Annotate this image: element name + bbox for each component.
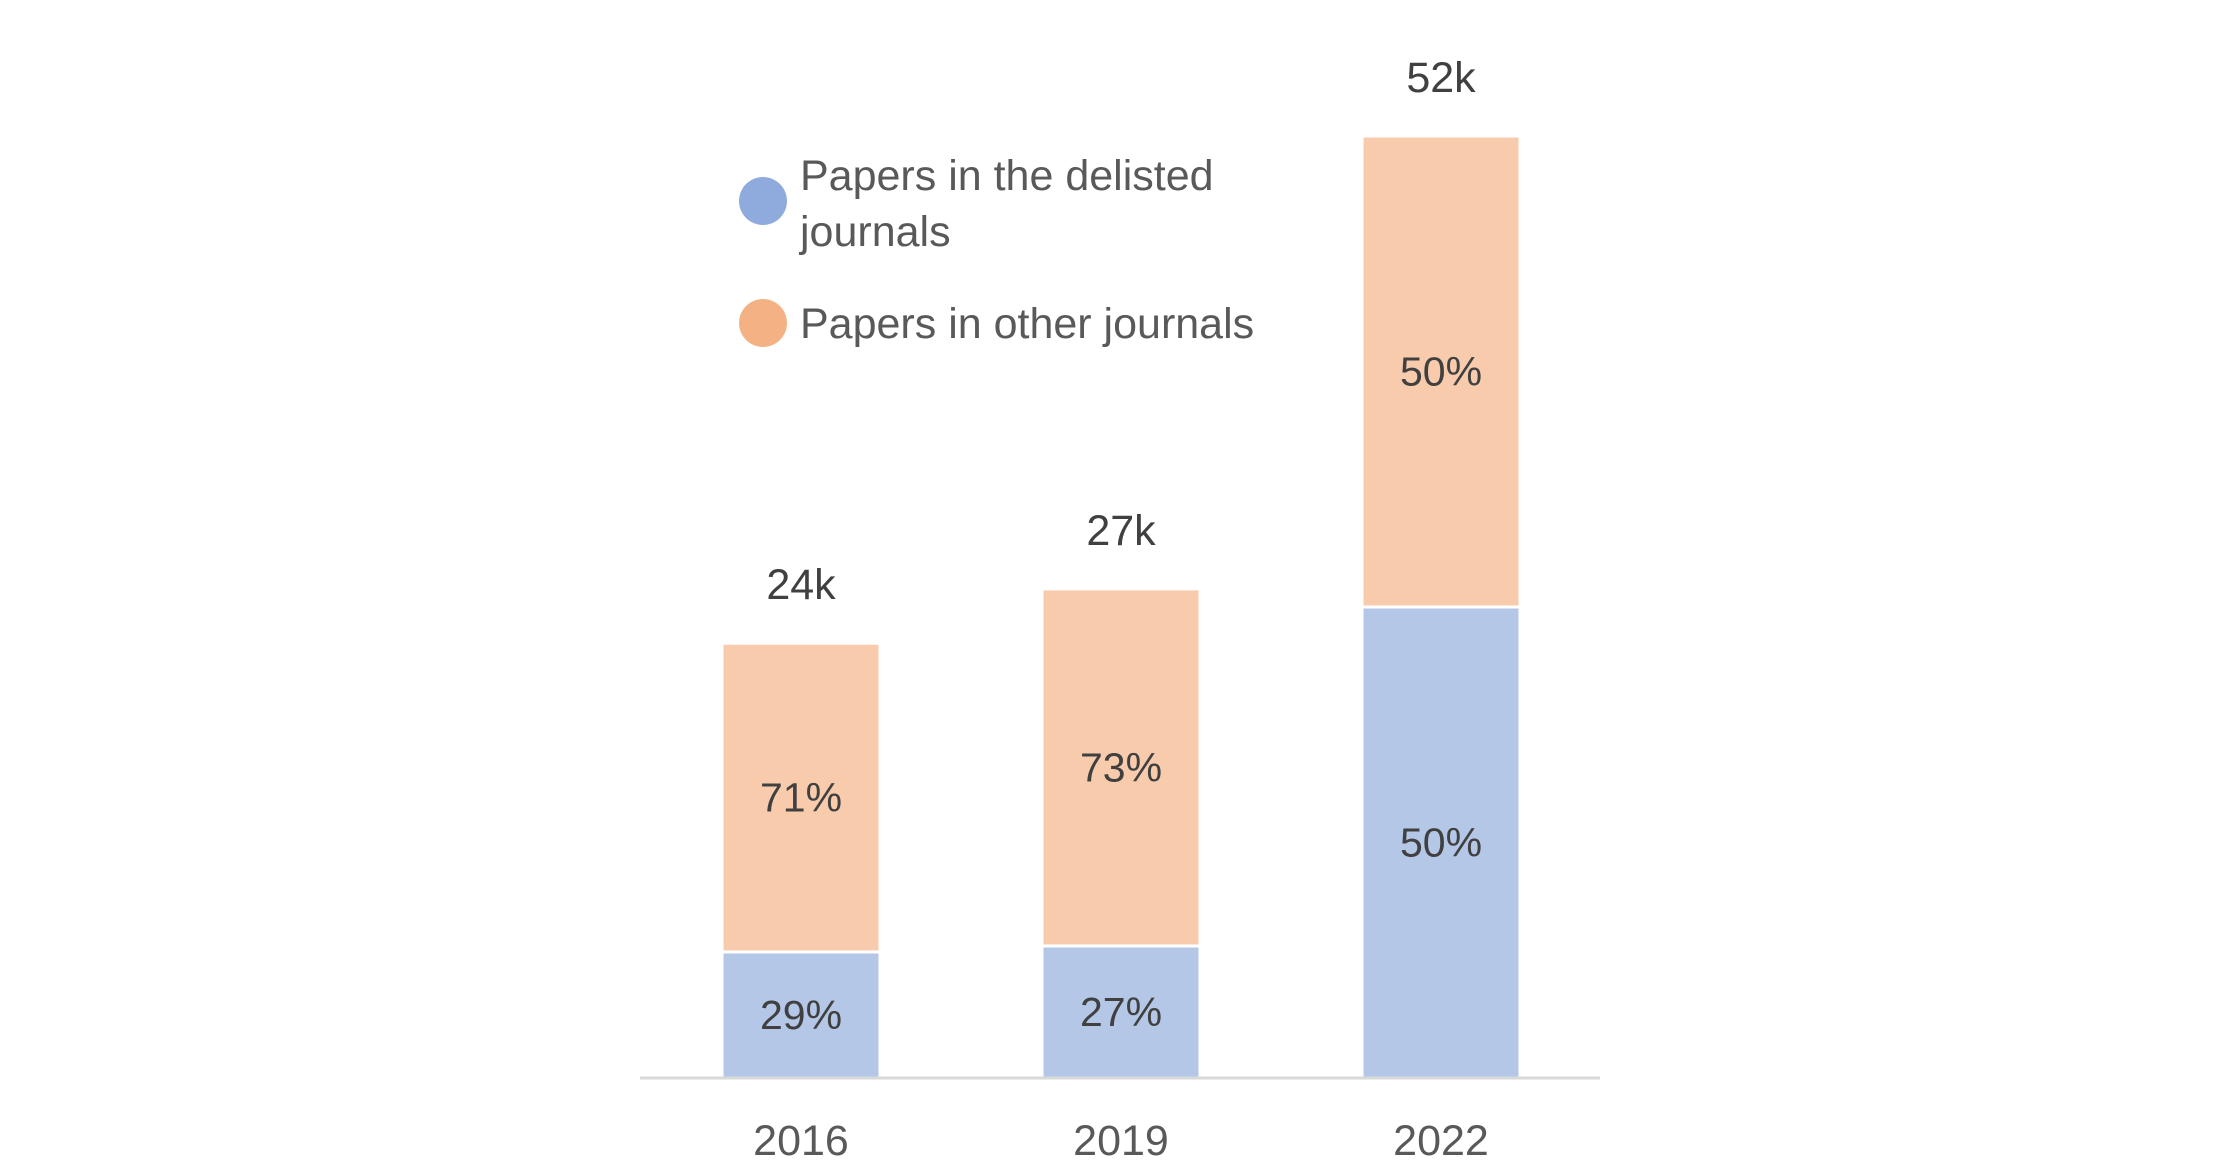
- legend-marker-other: [739, 299, 787, 347]
- total-label-2019: 27k: [1086, 507, 1156, 555]
- bar-segment-2019-other: [1040, 587, 1202, 948]
- segment-label-2016-delisted: 29%: [760, 992, 842, 1038]
- segment-label-2022-delisted: 50%: [1400, 820, 1482, 866]
- segment-label-2022-other: 50%: [1400, 349, 1482, 395]
- labels: 29% 71% 24k 2016 27% 73% 27k 2019 50% 50% 52k 2022: [753, 54, 1489, 1162]
- x-tick-label-2019: 2019: [1073, 1117, 1169, 1162]
- bar-segment-2016-delisted: [720, 950, 882, 1080]
- legend-label-other: Papers in other journals: [800, 300, 1254, 348]
- legend-label-delisted: Papers in the delisted journals: [798, 152, 1214, 256]
- x-tick-label-2016: 2016: [753, 1117, 849, 1162]
- total-label-2022: 52k: [1406, 54, 1476, 102]
- legend-marker-delisted: [739, 177, 787, 225]
- legend: Papers in the delisted journals Papers in …: [739, 152, 1254, 348]
- segment-label-2019-delisted: 27%: [1080, 989, 1162, 1035]
- bars: [720, 134, 1522, 1080]
- x-tick-label-2022: 2022: [1393, 1117, 1489, 1162]
- segment-label-2019-other: 73%: [1080, 744, 1162, 790]
- segment-label-2016-other: 71%: [760, 775, 842, 821]
- total-label-2016: 24k: [766, 561, 836, 609]
- bar-segment-2016-other: [720, 641, 882, 954]
- bar-segment-2022-other: [1360, 134, 1522, 609]
- bar-segment-2022-delisted: [1360, 605, 1522, 1080]
